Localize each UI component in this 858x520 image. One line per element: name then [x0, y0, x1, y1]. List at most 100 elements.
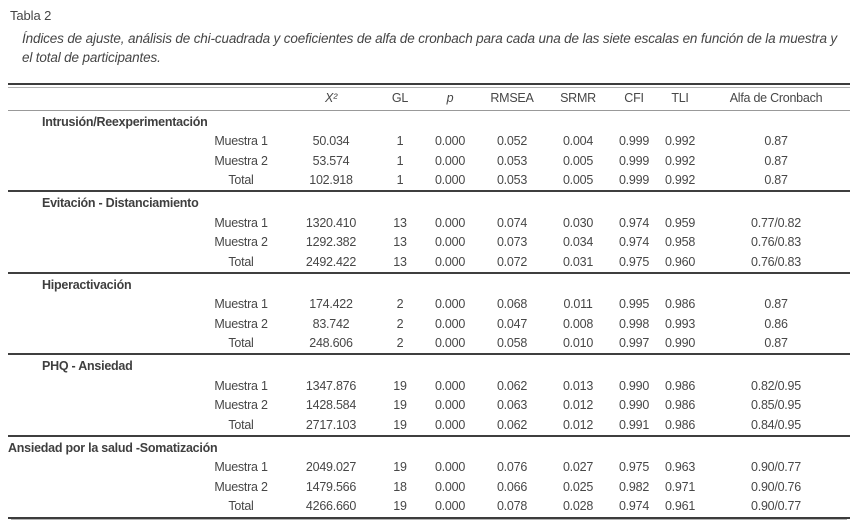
cell-rmsea: 0.053 [496, 153, 528, 168]
cell-alfa-de-cronbach: 0.77/0.82 [751, 215, 801, 230]
row-label: Total [228, 499, 254, 514]
table-row: Muestra 2 1479.566 18 0.000 0.066 0.025 0.982 0… [8, 477, 850, 497]
cell-rmsea: 0.047 [496, 316, 528, 331]
cell-cfi: 0.975 [618, 460, 650, 475]
cell-srmr: 0.008 [562, 316, 594, 331]
cell-alfa-de-cronbach: 0.87 [764, 134, 788, 149]
section-heading: PHQ - Ansiedad [8, 353, 850, 377]
cell-gl: 19 [393, 417, 407, 432]
cell-rmsea: 0.063 [496, 398, 528, 413]
cell-x2: 4266.660 [305, 499, 357, 514]
table-body: Intrusión/Reexperimentación Muestra 1 50.0… [8, 110, 850, 516]
cell-alfa-de-cronbach: 0.87 [764, 297, 788, 312]
cell-cfi: 0.990 [618, 398, 650, 413]
cell-gl: 2 [396, 297, 404, 312]
row-label: Total [228, 173, 254, 188]
cell-alfa-de-cronbach: 0.90/0.76 [751, 479, 801, 494]
section-heading: Intrusión/Reexperimentación [42, 114, 208, 129]
cell-cfi: 0.974 [618, 215, 650, 230]
cell-alfa-de-cronbach: 0.82/0.95 [751, 378, 801, 393]
cell-rmsea: 0.053 [496, 173, 528, 188]
cell-tli: 0.963 [664, 460, 696, 475]
table-row: Total 102.918 1 0.000 0.053 0.005 0.999 0.992 0.… [8, 171, 850, 192]
cell-srmr: 0.012 [562, 398, 594, 413]
cell-x2: 1479.566 [305, 479, 357, 494]
cell-srmr: 0.034 [562, 235, 594, 250]
cell-srmr: 0.004 [562, 134, 594, 149]
cell-tli: 0.993 [664, 316, 696, 331]
row-label: Muestra 1 [214, 378, 268, 393]
column-header-gl: GL [378, 86, 422, 111]
table-row: Muestra 2 1428.584 19 0.000 0.063 0.012 0.990 0… [8, 396, 850, 416]
table-row: Muestra 2 53.574 1 0.000 0.053 0.005 0.999 0.99… [8, 151, 850, 171]
cell-srmr: 0.005 [562, 173, 594, 188]
cell-srmr: 0.012 [562, 417, 594, 432]
table-row: Muestra 1 2049.027 19 0.000 0.076 0.027 0.975 0… [8, 458, 850, 478]
section-heading-row: Intrusión/Reexperimentación [8, 110, 850, 132]
header-row: X² GL p RMSEA SRMR CFI TLI Alfa de Cronb… [8, 86, 850, 111]
cell-alfa-de-cronbach: 0.85/0.95 [751, 398, 801, 413]
cell-cfi: 0.998 [618, 316, 650, 331]
cell-tli: 0.986 [664, 417, 696, 432]
cell-p: 0.000 [434, 235, 466, 250]
cell-alfa-de-cronbach: 0.76/0.83 [751, 254, 801, 269]
cell-x2: 174.422 [309, 297, 353, 312]
row-label: Total [228, 336, 254, 351]
cell-x2: 1428.584 [305, 398, 357, 413]
cell-p: 0.000 [434, 417, 466, 432]
cell-gl: 19 [393, 499, 407, 514]
cell-gl: 19 [393, 398, 407, 413]
table-row: Total 4266.660 19 0.000 0.078 0.028 0.974 0.961… [8, 497, 850, 517]
table-header: X² GL p RMSEA SRMR CFI TLI Alfa de Cronb… [8, 86, 850, 111]
cell-cfi: 0.995 [618, 297, 650, 312]
row-label: Muestra 2 [214, 316, 268, 331]
column-header-chi-square: X² [284, 86, 378, 111]
cell-tli: 0.986 [664, 398, 696, 413]
cell-gl: 19 [393, 460, 407, 475]
section-heading-row: Hiperactivación [8, 271, 850, 295]
cell-p: 0.000 [434, 134, 466, 149]
cell-tli: 0.992 [664, 134, 696, 149]
cell-cfi: 0.974 [618, 499, 650, 514]
cell-rmsea: 0.074 [496, 215, 528, 230]
column-header-alfa-de-cronbach: Alfa de Cronbach [702, 86, 850, 111]
cell-tli: 0.961 [664, 499, 696, 514]
cell-rmsea: 0.052 [496, 134, 528, 149]
cell-p: 0.000 [434, 254, 466, 269]
table-row: Muestra 1 1347.876 19 0.000 0.062 0.013 0.990 0… [8, 376, 850, 396]
row-label: Muestra 1 [214, 215, 268, 230]
cell-alfa-de-cronbach: 0.84/0.95 [751, 417, 801, 432]
cell-tli: 0.971 [664, 479, 696, 494]
cell-x2: 1320.410 [305, 215, 357, 230]
cell-alfa-de-cronbach: 0.90/0.77 [751, 460, 801, 475]
cell-x2: 2717.103 [305, 417, 357, 432]
cell-cfi: 0.999 [618, 173, 650, 188]
cell-rmsea: 0.073 [496, 235, 528, 250]
cell-rmsea: 0.062 [496, 417, 528, 432]
column-header-cfi: CFI [610, 86, 658, 111]
cell-gl: 2 [396, 316, 404, 331]
table-row: Total 2717.103 19 0.000 0.062 0.012 0.991 0.986… [8, 415, 850, 436]
cell-p: 0.000 [434, 215, 466, 230]
cell-srmr: 0.025 [562, 479, 594, 494]
cell-tli: 0.992 [664, 173, 696, 188]
cell-srmr: 0.013 [562, 378, 594, 393]
cell-tli: 0.990 [664, 336, 696, 351]
cell-tli: 0.959 [664, 215, 696, 230]
cell-tli: 0.986 [664, 297, 696, 312]
row-label: Muestra 1 [214, 297, 268, 312]
cell-tli: 0.958 [664, 235, 696, 250]
section-heading-row: Evitación - Distanciamiento [8, 190, 850, 214]
row-label: Total [228, 417, 254, 432]
cell-p: 0.000 [434, 316, 466, 331]
column-header-srmr: SRMR [546, 86, 610, 111]
table-row: Muestra 1 50.034 1 0.000 0.052 0.004 0.999 0.99… [8, 132, 850, 152]
cell-tli: 0.960 [664, 254, 696, 269]
stats-table: X² GL p RMSEA SRMR CFI TLI Alfa de Cronb… [8, 86, 850, 517]
cell-alfa-de-cronbach: 0.90/0.77 [751, 499, 801, 514]
cell-gl: 2 [396, 336, 404, 351]
cell-rmsea: 0.068 [496, 297, 528, 312]
cell-p: 0.000 [434, 460, 466, 475]
row-label: Muestra 1 [214, 460, 268, 475]
